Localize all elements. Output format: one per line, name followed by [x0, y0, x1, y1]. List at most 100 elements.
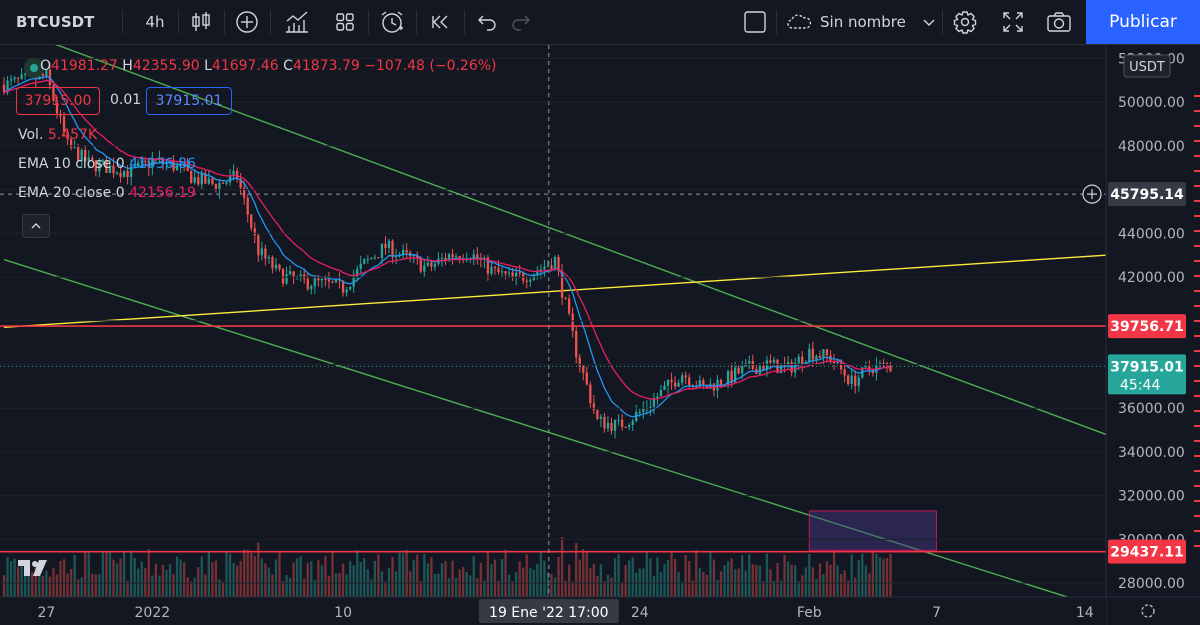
candle-body: [271, 257, 274, 269]
volume-bar: [543, 560, 546, 597]
market-status-icon[interactable]: [24, 58, 44, 78]
candle-body: [172, 161, 175, 171]
volume-bar: [373, 560, 377, 597]
cloud-icon[interactable]: [784, 7, 814, 37]
candle-body: [695, 386, 698, 388]
candle-body: [458, 256, 461, 260]
volume-bar: [119, 558, 122, 597]
y-tick-label: 36000.00: [1118, 401, 1185, 417]
volume-bar: [652, 575, 656, 597]
volume-bar: [221, 581, 225, 597]
volume-bar: [200, 556, 203, 597]
tradingview-logo-icon[interactable]: [14, 554, 54, 582]
candle-body: [536, 271, 539, 276]
candle-body: [253, 228, 256, 236]
indicators-icon[interactable]: [282, 7, 312, 37]
candle-body: [112, 165, 115, 174]
volume-bar: [327, 575, 331, 597]
candle-body: [666, 379, 670, 386]
axis-marker: [1194, 260, 1200, 262]
channel-upper-line: [55, 45, 1107, 436]
volume-bar: [377, 554, 380, 597]
volume-bar: [105, 551, 108, 597]
volume-bar: [235, 565, 239, 597]
candle-body: [161, 158, 165, 165]
volume-bar: [709, 550, 712, 597]
candle-body: [684, 375, 687, 378]
support-price-tag: [1108, 539, 1186, 564]
candles-icon[interactable]: [186, 7, 216, 37]
candle-body: [384, 243, 387, 248]
volume-bar: [825, 561, 829, 597]
chart-settings-icon[interactable]: [1141, 604, 1155, 618]
candle-body: [673, 382, 677, 387]
candle-body: [108, 165, 112, 173]
candle-body: [9, 79, 13, 81]
layout-name-button[interactable]: Sin nombre: [820, 0, 906, 44]
volume-bar: [758, 565, 762, 597]
redo-icon[interactable]: [506, 7, 536, 37]
candle-body: [285, 274, 288, 284]
volume-bar: [87, 552, 90, 597]
price-chart[interactable]: 52000.0050000.0048000.0046000.0044000.00…: [0, 45, 1200, 625]
toolbar-divider: [464, 10, 465, 34]
candle-body: [440, 257, 444, 259]
volume-bar: [73, 554, 76, 597]
axis-marker: [1194, 155, 1200, 157]
candle-body: [818, 355, 822, 358]
volume-bar: [454, 577, 458, 597]
sell-price-button[interactable]: 37915.00: [16, 87, 100, 115]
candle-body: [55, 100, 59, 114]
settings-icon[interactable]: [950, 7, 980, 37]
volume-bar: [48, 576, 52, 597]
channel-lower-line: [3, 258, 1107, 610]
undo-icon[interactable]: [472, 7, 502, 37]
axis-marker: [1194, 335, 1200, 337]
volume-bar: [688, 561, 691, 597]
volume-bar: [832, 550, 836, 597]
candle-body: [649, 406, 652, 409]
ema10-legend[interactable]: EMA 10 close 0 41936.86: [18, 156, 196, 172]
volume-bar: [426, 563, 429, 597]
candle-body: [204, 173, 207, 184]
plus-circle-icon[interactable]: [232, 7, 262, 37]
fullscreen-square-icon[interactable]: [740, 7, 770, 37]
volume-bar: [296, 558, 299, 597]
candle-body: [688, 377, 691, 386]
collapse-legend-button[interactable]: [22, 214, 50, 238]
volume-bar: [363, 558, 366, 597]
volume-bar: [712, 559, 716, 597]
alert-clock-icon[interactable]: [377, 7, 407, 37]
candle-body: [797, 356, 800, 363]
buy-price-button[interactable]: 37915.01: [146, 87, 232, 115]
candle-body: [596, 410, 599, 419]
camera-icon[interactable]: [1044, 7, 1074, 37]
candle-body: [794, 362, 797, 373]
volume-bar: [158, 575, 161, 597]
volume-legend[interactable]: Vol. 5.457K: [18, 127, 98, 143]
candle-body: [779, 364, 783, 374]
volume-bar: [24, 562, 27, 597]
ema20-legend[interactable]: EMA 20 close 0 42156.19: [18, 185, 196, 201]
templates-icon[interactable]: [330, 7, 360, 37]
candle-body: [567, 298, 571, 314]
interval-button[interactable]: 4h: [145, 13, 165, 31]
candle-body: [532, 275, 535, 281]
expand-icon[interactable]: [998, 7, 1028, 37]
replay-icon[interactable]: [426, 7, 456, 37]
volume-bar: [108, 552, 112, 597]
volume-bar: [186, 577, 189, 597]
candle-body: [147, 161, 150, 168]
volume-bar: [380, 571, 384, 597]
x-tick-label: 7: [932, 605, 941, 621]
candle-body: [6, 80, 9, 93]
symbol-button[interactable]: BTCUSDT: [16, 13, 95, 31]
publish-button[interactable]: Publicar: [1086, 0, 1200, 44]
candle-body: [539, 269, 543, 272]
volume-bar: [822, 573, 825, 597]
candle-body: [811, 348, 814, 360]
chevron-down-icon[interactable]: [914, 7, 944, 37]
volume-bar: [885, 557, 889, 597]
candle-body: [451, 254, 454, 258]
candle-body: [207, 178, 211, 184]
